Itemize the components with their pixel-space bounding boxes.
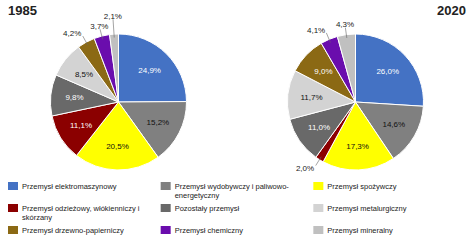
pie-slice — [356, 34, 424, 106]
pie-slice — [110, 34, 119, 102]
label-leader — [83, 36, 88, 45]
legend-label: Przemysł drzewno-papierniczy — [22, 226, 124, 235]
data-label: 14,6% — [382, 120, 405, 129]
data-label: 4,3% — [336, 20, 354, 29]
chart-svg: Przemysł elektromaszynowy Przemysł wydoby… — [0, 0, 474, 249]
data-labels: 26,0% 14,6% 17,3% 2,0% 11,0% 11,7% 9,0% 4,1% 4,3… — [296, 20, 405, 172]
data-label: 24,9% — [138, 66, 161, 75]
label-leader — [345, 28, 346, 38]
data-label: 9,0% — [314, 67, 332, 76]
data-label: 11,1% — [70, 121, 92, 130]
data-label: 20,5% — [106, 142, 129, 151]
legend-swatch — [8, 226, 18, 234]
label-leader — [326, 33, 330, 43]
data-label: 26,0% — [376, 67, 399, 76]
label-leader — [316, 157, 322, 166]
data-label: 17,3% — [346, 142, 369, 151]
legend-swatch — [313, 226, 323, 234]
pie-title: 1985 — [8, 3, 37, 18]
data-label: 15,2% — [147, 118, 170, 127]
legend-swatch — [313, 204, 323, 212]
legend: Przemysł elektromaszynowy Przemysł wydoby… — [8, 182, 407, 235]
legend-label: Przemysł elektromaszynowy — [22, 182, 117, 191]
legend-label: Przemysł chemiczny — [175, 226, 244, 235]
legend-swatch — [161, 182, 171, 190]
legend-label: Przemysł wydobywczy i paliwowo-energetyc… — [175, 182, 290, 200]
pie-title: 2020 — [437, 3, 466, 18]
data-label: 8,5% — [75, 70, 93, 79]
data-label: 11,7% — [301, 93, 323, 102]
data-label: 4,2% — [63, 29, 81, 38]
data-label: 4,1% — [307, 26, 325, 35]
legend-label: Przemysł spożywczy — [327, 182, 396, 191]
legend-swatch — [161, 226, 171, 234]
data-label: 9,8% — [65, 93, 83, 102]
data-label: 2,0% — [296, 164, 314, 173]
label-leader — [113, 19, 114, 37]
pie-slice — [337, 34, 355, 102]
legend-label: Pozostały przemysł — [175, 204, 240, 213]
pie — [51, 34, 187, 170]
data-labels: 24,9%15,2%20,5%11,1%9,8%8,5%4,2%3,7%2,1% — [63, 12, 169, 151]
legend-swatch — [313, 182, 323, 190]
legend-swatch — [8, 204, 18, 212]
legend-label: Przemysł mineralny — [327, 226, 393, 235]
pie-slice — [94, 35, 118, 102]
legend-swatch — [8, 182, 18, 190]
data-label: 3,7% — [90, 22, 108, 31]
legend-label: Przemysł metalurgiczny — [327, 204, 406, 213]
chart-container: Przemysł elektromaszynowy Przemysł wydoby… — [0, 0, 474, 249]
data-label: 11,0% — [308, 123, 330, 132]
pie — [287, 34, 423, 170]
label-leader — [100, 29, 103, 39]
legend-label: Przemysł odzieżowy, włókienniczy iskórza… — [22, 204, 140, 222]
legend-swatch — [161, 204, 171, 212]
pie-slice — [119, 34, 187, 102]
